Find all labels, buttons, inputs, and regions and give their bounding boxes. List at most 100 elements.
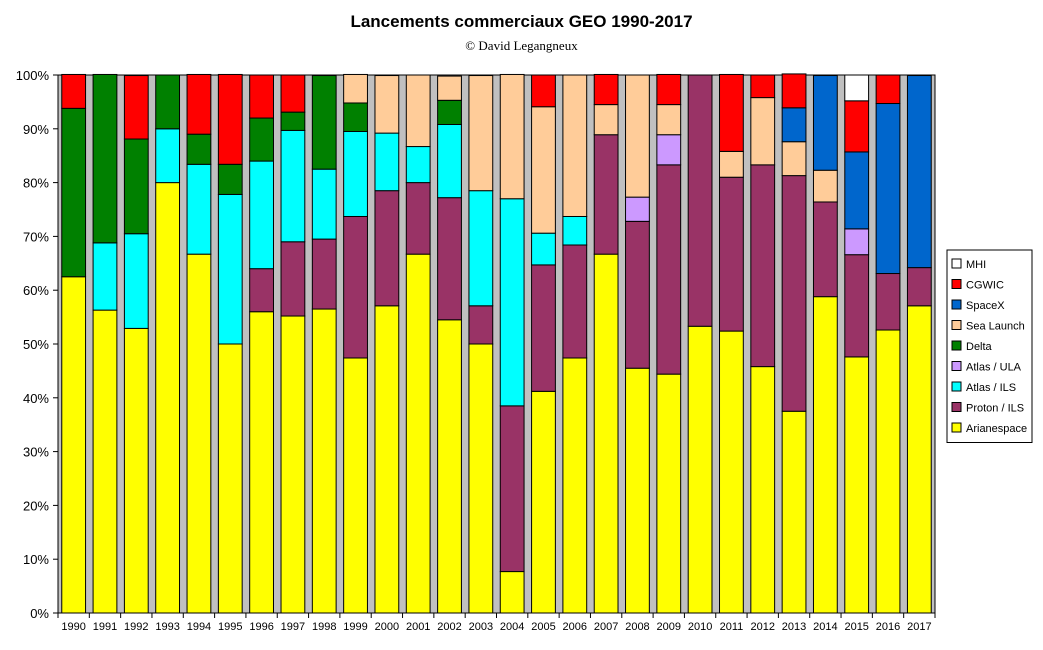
bar-segment <box>405 182 431 255</box>
bar-segment <box>437 319 462 614</box>
y-axis-ticks: 0% 10% 20% 30% 40% 50% 60% 70% 80% 90% 100% <box>16 68 58 621</box>
x-tick-label: 2006 <box>563 621 587 633</box>
bar-segment <box>61 107 87 278</box>
bar-segment <box>562 357 588 614</box>
y-tick-label: 0% <box>30 606 49 621</box>
bar-segment <box>468 305 494 345</box>
bar-segment <box>249 268 274 313</box>
legend-swatch <box>951 422 962 433</box>
x-tick-label: 2009 <box>657 621 681 633</box>
bar-segment <box>311 238 337 310</box>
x-tick-label: 1994 <box>187 621 211 633</box>
x-tick-label: 2003 <box>469 621 493 633</box>
x-tick-label: 1990 <box>61 621 85 633</box>
bar-segment <box>437 124 462 199</box>
bar-segment <box>750 164 776 368</box>
bar-segment <box>123 75 149 140</box>
bar-segment <box>750 366 776 614</box>
x-tick-label: 2007 <box>594 621 618 633</box>
legend-swatch <box>951 299 962 310</box>
bar-segment <box>531 74 556 108</box>
bar-segment <box>280 129 306 243</box>
legend-label: Proton / ILS <box>966 403 1024 415</box>
bar-segment <box>719 150 744 178</box>
bar-segment <box>750 97 776 166</box>
bar-segment <box>562 244 588 359</box>
bar-segment <box>155 128 181 184</box>
bar-segment <box>906 305 932 614</box>
bar-segment <box>217 73 243 165</box>
legend-label: Delta <box>966 341 993 353</box>
x-tick-label: 1997 <box>281 621 305 633</box>
x-tick-label: 2012 <box>750 621 774 633</box>
bar-segment <box>844 74 870 102</box>
bar-segment <box>625 367 650 614</box>
bar-segment <box>374 75 400 134</box>
x-tick-label: 1993 <box>155 621 179 633</box>
bar-segment <box>531 264 556 392</box>
bar-segment <box>92 242 118 311</box>
x-tick-label: 2013 <box>782 621 806 633</box>
x-tick-label: 1999 <box>343 621 367 633</box>
legend-label: CGWIC <box>966 280 1004 292</box>
x-tick-label: 2017 <box>907 621 931 633</box>
bar-segment <box>405 74 431 148</box>
bar-segment <box>280 111 306 131</box>
bar-segment <box>217 193 243 345</box>
bar-segment <box>280 74 306 113</box>
bar-segment <box>92 73 118 244</box>
bar-segment <box>656 373 682 614</box>
bar-segment <box>217 163 243 195</box>
bar-segment <box>656 73 682 106</box>
bar-segment <box>186 163 212 255</box>
bar-segment <box>311 168 337 240</box>
bar-segment <box>781 73 807 109</box>
x-tick-label: 1998 <box>312 621 336 633</box>
bar-segment <box>186 253 212 614</box>
x-tick-label: 2015 <box>844 621 868 633</box>
x-tick-label: 2004 <box>500 621 524 633</box>
bar-segment <box>531 106 556 234</box>
x-tick-label: 1992 <box>124 621 148 633</box>
legend-label: Sea Launch <box>966 321 1025 333</box>
x-tick-label: 2011 <box>720 621 744 633</box>
bar-segment <box>687 325 713 614</box>
bar-segment <box>875 329 901 614</box>
bar-segment <box>249 311 274 614</box>
bar-segment <box>249 117 274 162</box>
bar-segment <box>311 308 337 614</box>
bar-segment <box>61 73 87 109</box>
bar-segment <box>812 296 838 614</box>
bar-segment <box>405 253 431 614</box>
bar-segment <box>875 74 901 105</box>
bar-segment <box>562 215 588 246</box>
bar-segment <box>374 132 400 192</box>
bar-segment <box>499 405 525 573</box>
y-tick-label: 90% <box>23 122 49 137</box>
bar-segment <box>875 273 901 331</box>
bar-segment <box>343 73 368 104</box>
bar-segment <box>844 254 870 358</box>
chart-subtitle: © David Legangneux <box>465 38 578 53</box>
bar-segment <box>437 75 462 101</box>
bar-segment <box>812 169 838 203</box>
bar-segment <box>593 134 619 255</box>
bar-segment <box>499 198 525 407</box>
bar-segment <box>531 232 556 266</box>
legend-swatch <box>951 320 962 330</box>
x-tick-label: 2010 <box>688 621 712 633</box>
plot-area <box>57 73 936 614</box>
y-tick-label: 80% <box>23 176 49 191</box>
x-tick-label: 1995 <box>218 621 242 633</box>
bar-segment <box>123 233 149 329</box>
bar-segment <box>625 196 650 222</box>
bar-segment <box>625 74 650 198</box>
y-tick-label: 50% <box>23 337 49 352</box>
bar-segment <box>750 74 776 99</box>
bar-segment <box>719 330 744 614</box>
bar-segment <box>875 103 901 275</box>
bar-segment <box>656 134 682 166</box>
legend-swatch <box>951 279 962 289</box>
bar-segment <box>280 315 306 614</box>
